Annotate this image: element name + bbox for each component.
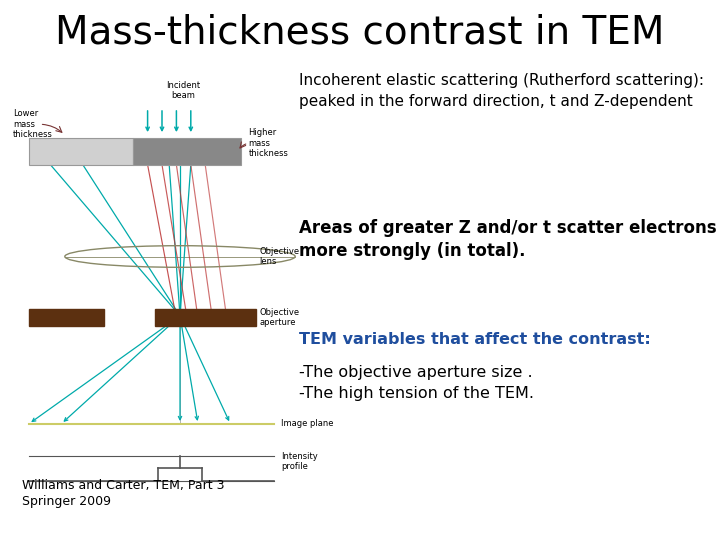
Bar <box>29 309 104 326</box>
Text: Image plane: Image plane <box>281 420 333 428</box>
Text: -The objective aperture size .
-The high tension of the TEM.: -The objective aperture size . -The high… <box>299 364 534 401</box>
Text: Objective
aperture: Objective aperture <box>259 308 300 327</box>
Text: Incident
beam: Incident beam <box>166 80 201 100</box>
Text: Areas of greater Z and/or t scatter electrons
more strongly (in total).: Areas of greater Z and/or t scatter elec… <box>299 219 716 260</box>
Text: TEM variables that affect the contrast:: TEM variables that affect the contrast: <box>299 332 651 347</box>
Bar <box>155 309 256 326</box>
Bar <box>29 138 133 165</box>
Text: Mass-thickness contrast in TEM: Mass-thickness contrast in TEM <box>55 14 665 51</box>
Bar <box>133 138 241 165</box>
Text: Intensity
profile: Intensity profile <box>281 452 318 471</box>
Text: Lower
mass
thickness: Lower mass thickness <box>13 109 53 139</box>
Text: Incoherent elastic scattering (Rutherford scattering):
peaked in the forward dir: Incoherent elastic scattering (Rutherfor… <box>299 73 703 109</box>
Text: Higher
mass
thickness: Higher mass thickness <box>248 128 288 158</box>
Text: Objective
lens: Objective lens <box>259 247 300 266</box>
Text: Williams and Carter, TEM, Part 3
Springer 2009: Williams and Carter, TEM, Part 3 Springe… <box>22 478 224 508</box>
